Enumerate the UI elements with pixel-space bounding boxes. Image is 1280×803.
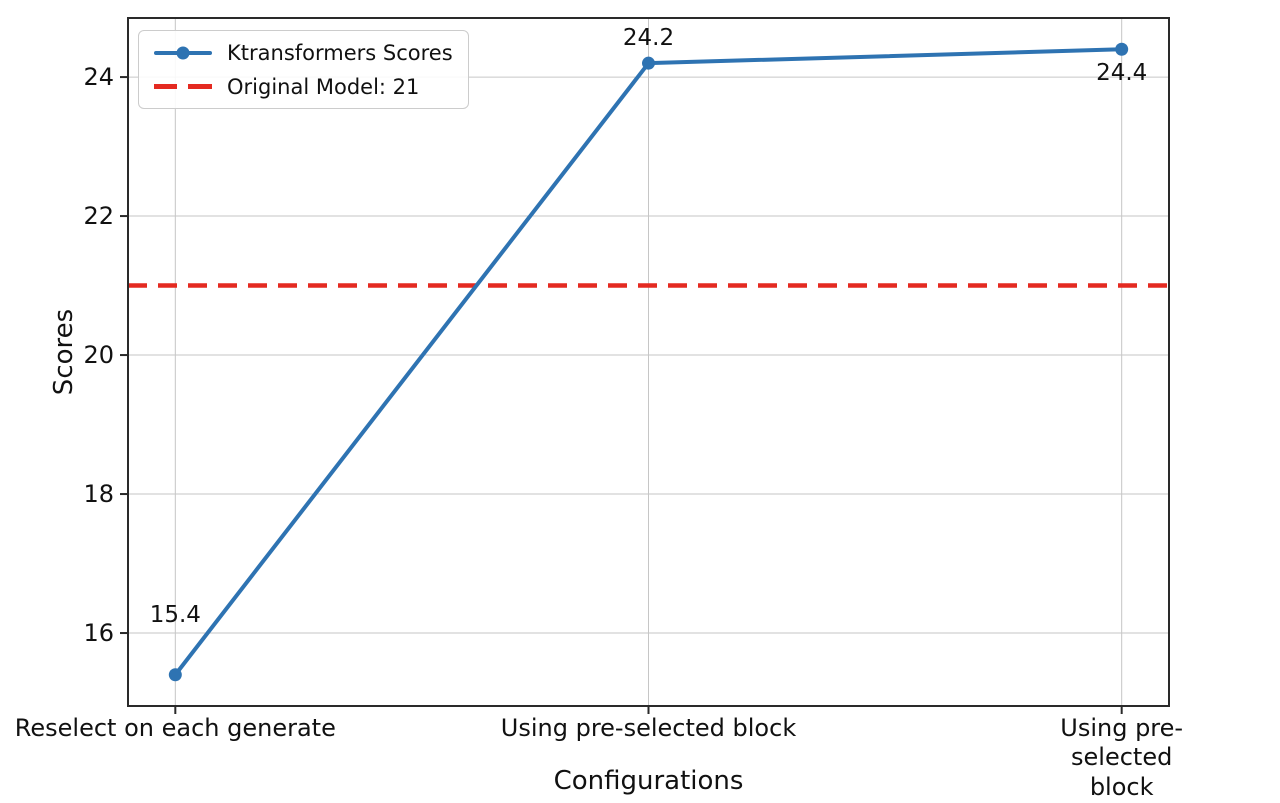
x-tick-label: Using pre-selected block — [500, 714, 797, 742]
data-point-marker — [168, 668, 182, 682]
legend-entry-series: Ktransformers Scores — [154, 39, 453, 66]
data-point-marker — [1115, 42, 1129, 56]
x-axis-label: Configurations — [553, 766, 744, 796]
y-tick-label: 18 — [83, 480, 114, 509]
y-tick-label: 24 — [83, 63, 114, 92]
legend: Ktransformers Scores Original Model: 21 — [138, 30, 469, 109]
x-tick-label: Reselect on each generate — [14, 714, 336, 742]
data-point-label: 24.2 — [622, 25, 675, 52]
y-axis-label: Scores — [49, 308, 79, 396]
y-tick-label: 22 — [83, 202, 114, 231]
legend-reference-label: Original Model: 21 — [227, 74, 420, 99]
y-tick-label: 20 — [83, 341, 114, 370]
x-tick-label: Using pre-selected block First two layer… — [1060, 714, 1184, 803]
legend-series-label: Ktransformers Scores — [227, 40, 453, 65]
legend-entry-reference: Original Model: 21 — [154, 73, 453, 100]
data-point-label: 24.4 — [1096, 60, 1148, 87]
data-point-marker — [642, 56, 655, 70]
reference-dash-sample-icon — [154, 84, 212, 89]
series-marker-icon — [176, 46, 190, 59]
data-point-label: 15.4 — [149, 601, 201, 628]
y-tick-label: 16 — [83, 619, 114, 648]
series-line-sample-icon — [154, 46, 212, 59]
